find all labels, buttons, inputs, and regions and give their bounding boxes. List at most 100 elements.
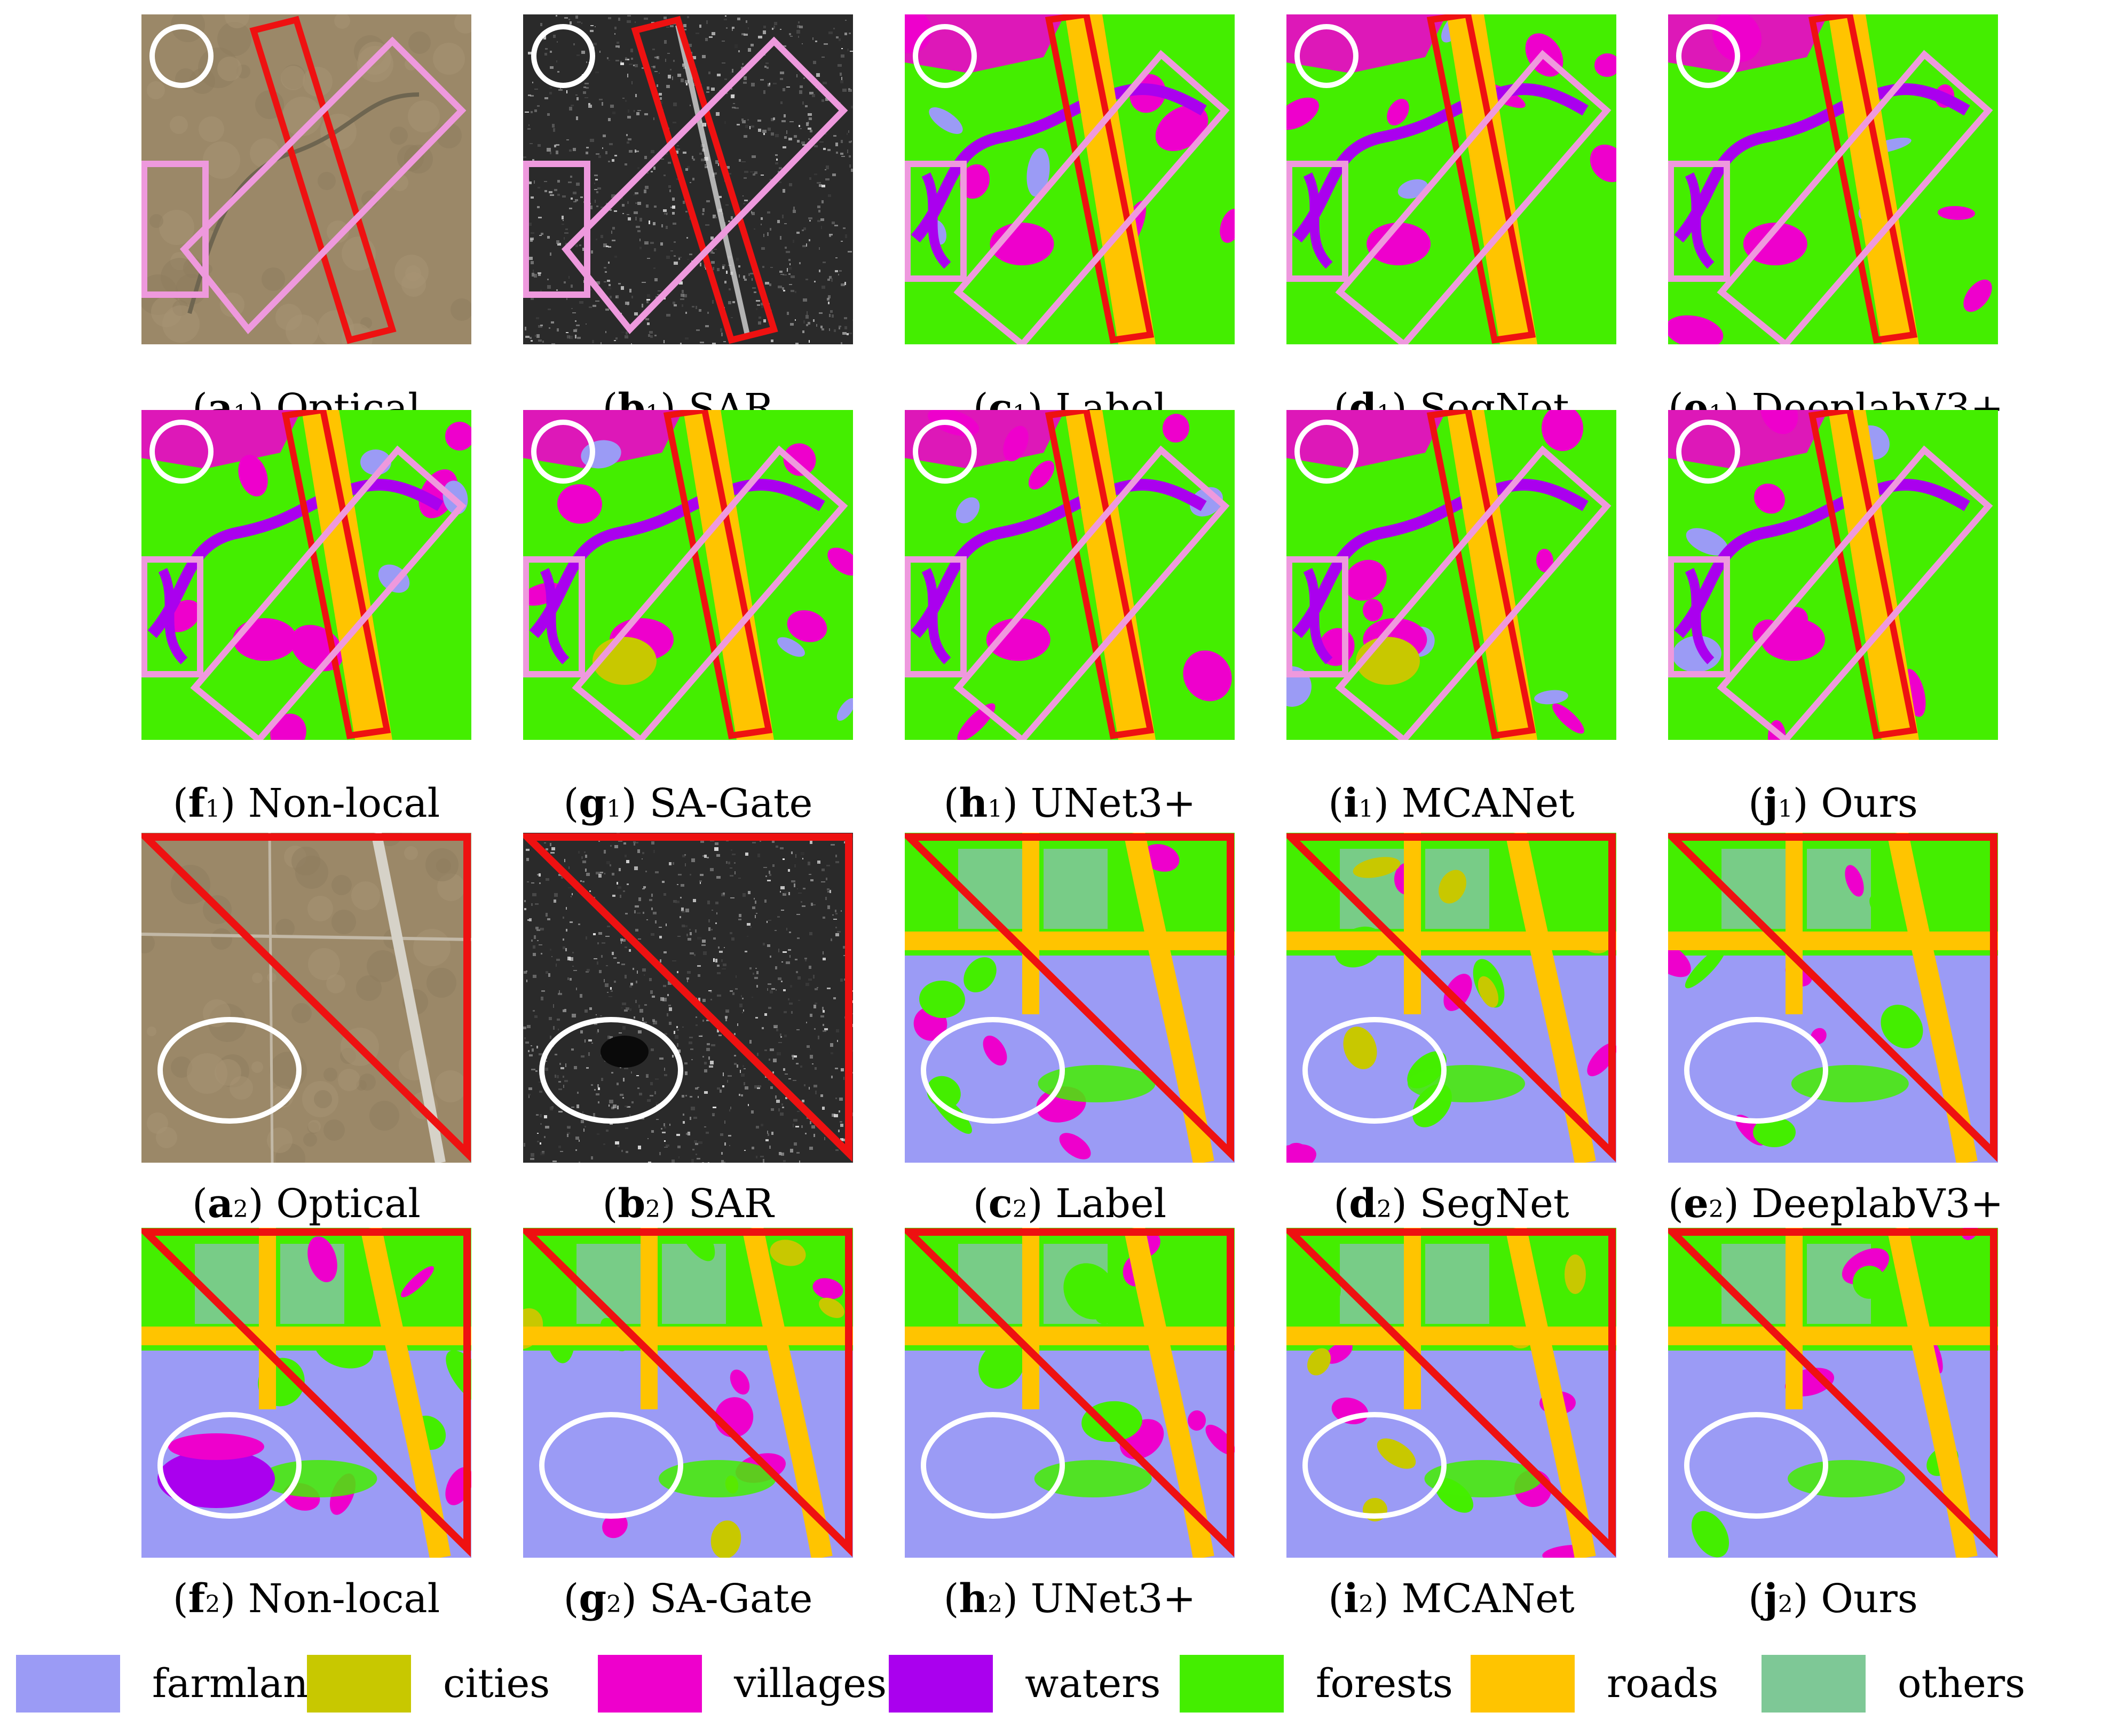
panel-g1 [523, 410, 853, 740]
legend-label-villages: villages [734, 1661, 887, 1707]
caption-d2: (d2) SegNet [1333, 1181, 1569, 1227]
caption-letter: h [959, 780, 988, 826]
caption-j1: (j1) Ours [1748, 780, 1918, 826]
panel-image-c1 [905, 14, 1235, 344]
caption-method: SA-Gate [649, 780, 813, 826]
caption-subscript: 2 [1358, 1591, 1374, 1618]
caption-i2: (i2) MCANet [1328, 1576, 1575, 1622]
caption-subscript: 2 [988, 1591, 1003, 1618]
panel-i2 [1286, 1228, 1616, 1558]
panel-image-f1 [141, 410, 471, 740]
caption-method: Optical [276, 1181, 421, 1227]
panel-b1 [523, 14, 853, 344]
panel-h1 [905, 410, 1235, 740]
caption-letter: a [207, 1181, 233, 1227]
caption-subscript: 1 [1778, 795, 1793, 823]
panel-e2 [1668, 833, 1998, 1163]
panel-c2 [905, 833, 1235, 1163]
caption-letter: h [959, 1576, 988, 1622]
legend-swatch-cities [307, 1655, 411, 1713]
legend-label-cities: cities [443, 1661, 550, 1707]
panel-image-f2 [141, 1228, 471, 1558]
caption-subscript: 2 [1377, 1196, 1392, 1223]
legend-label-waters: waters [1025, 1661, 1161, 1707]
caption-method: Non-local [248, 1576, 440, 1622]
caption-subscript: 1 [606, 795, 622, 823]
caption-subscript: 2 [1778, 1591, 1793, 1618]
caption-letter: d [1349, 1181, 1377, 1227]
caption-f2: (f2) Non-local [172, 1576, 440, 1622]
panel-f1 [141, 410, 471, 740]
caption-method: SA-Gate [649, 1576, 813, 1622]
panel-a1 [141, 14, 471, 344]
caption-method: Ours [1821, 780, 1918, 826]
caption-letter: e [1683, 1181, 1709, 1227]
panel-g2 [523, 1228, 853, 1558]
caption-letter: g [579, 780, 607, 826]
caption-e2: (e2) DeeplabV3+ [1668, 1181, 2004, 1227]
legend-swatch-farmlands [16, 1655, 120, 1713]
panel-d2 [1286, 833, 1616, 1163]
panel-image-i1 [1286, 410, 1616, 740]
caption-subscript: 2 [1708, 1196, 1724, 1223]
panel-image-h2 [905, 1228, 1235, 1558]
caption-letter: i [1344, 780, 1359, 826]
caption-c2: (c2) Label [973, 1181, 1167, 1227]
panel-d1 [1286, 14, 1616, 344]
panel-e1 [1668, 14, 1998, 344]
panel-a2 [141, 833, 471, 1163]
panel-image-h1 [905, 410, 1235, 740]
caption-method: Non-local [248, 780, 440, 826]
caption-i1: (i1) MCANet [1328, 780, 1575, 826]
caption-h1: (h1) UNet3+ [943, 780, 1196, 826]
caption-b2: (b2) SAR [602, 1181, 774, 1227]
caption-a2: (a2) Optical [192, 1181, 421, 1227]
panel-image-b2 [523, 833, 853, 1163]
caption-subscript: 1 [1358, 795, 1374, 823]
panel-image-e1 [1668, 14, 1998, 344]
legend-swatch-others [1762, 1655, 1866, 1713]
panel-h2 [905, 1228, 1235, 1558]
caption-f1: (f1) Non-local [172, 780, 440, 826]
panel-image-i2 [1286, 1228, 1616, 1558]
caption-method: Label [1055, 1181, 1167, 1227]
panel-image-j1 [1668, 410, 1998, 740]
legend-label-forests: forests [1316, 1661, 1453, 1707]
caption-subscript: 2 [645, 1196, 661, 1223]
panel-c1 [905, 14, 1235, 344]
caption-subscript: 2 [1012, 1196, 1028, 1223]
panel-j1 [1668, 410, 1998, 740]
caption-method: UNet3+ [1030, 1576, 1196, 1622]
panel-image-d1 [1286, 14, 1616, 344]
panel-image-j2 [1668, 1228, 1998, 1558]
panel-image-a2 [141, 833, 471, 1163]
panel-image-c2 [905, 833, 1235, 1163]
legend-swatch-villages [598, 1655, 702, 1713]
panel-image-g1 [523, 410, 853, 740]
panel-b2 [523, 833, 853, 1163]
caption-letter: f [188, 1576, 206, 1622]
caption-letter: b [618, 1181, 646, 1227]
legend-swatch-roads [1471, 1655, 1575, 1713]
caption-g2: (g2) SA-Gate [563, 1576, 813, 1622]
caption-method: MCANet [1401, 1576, 1575, 1622]
panel-image-b1 [523, 14, 853, 344]
caption-subscript: 2 [606, 1591, 622, 1618]
panel-j2 [1668, 1228, 1998, 1558]
caption-letter: f [188, 780, 206, 826]
legend-label-roads: roads [1607, 1661, 1719, 1707]
legend-label-others: others [1898, 1661, 2026, 1707]
panel-image-e2 [1668, 833, 1998, 1163]
caption-subscript: 1 [988, 795, 1003, 823]
caption-method: DeeplabV3+ [1751, 1181, 2004, 1227]
caption-method: UNet3+ [1030, 780, 1196, 826]
panel-i1 [1286, 410, 1616, 740]
caption-subscript: 1 [205, 795, 220, 823]
legend-swatch-forests [1180, 1655, 1284, 1713]
caption-g1: (g1) SA-Gate [563, 780, 813, 826]
caption-method: SAR [688, 1181, 774, 1227]
caption-subscript: 2 [233, 1196, 248, 1223]
caption-letter: j [1764, 1576, 1778, 1622]
legend-swatch-waters [889, 1655, 993, 1713]
panel-f2 [141, 1228, 471, 1558]
